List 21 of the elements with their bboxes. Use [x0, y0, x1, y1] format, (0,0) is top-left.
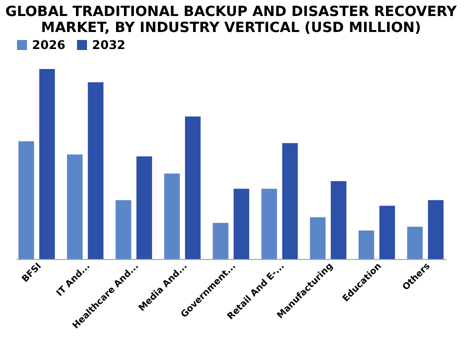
legend-label: 2026: [32, 38, 66, 52]
bar: [261, 188, 277, 259]
bar: [310, 217, 326, 259]
bar: [18, 141, 34, 259]
bar: [212, 222, 228, 259]
bar: [185, 116, 201, 259]
bar: [67, 154, 83, 259]
bar: [88, 82, 104, 259]
chart-title: GLOBAL TRADITIONAL BACKUP AND DISASTER RECOVERY MARKET, BY INDUSTRY VERTICAL (USD MILLION): [5, 4, 458, 36]
legend-label: 2032: [92, 38, 126, 52]
bar: [379, 206, 395, 259]
bar: [39, 69, 55, 259]
bar: [234, 188, 250, 259]
bar: [428, 200, 444, 259]
bar: [164, 174, 180, 259]
bar: [136, 156, 152, 259]
bar: [282, 143, 298, 259]
bar: [407, 226, 423, 259]
bar: [330, 181, 346, 259]
bar: [358, 230, 374, 259]
bar: [116, 200, 132, 259]
